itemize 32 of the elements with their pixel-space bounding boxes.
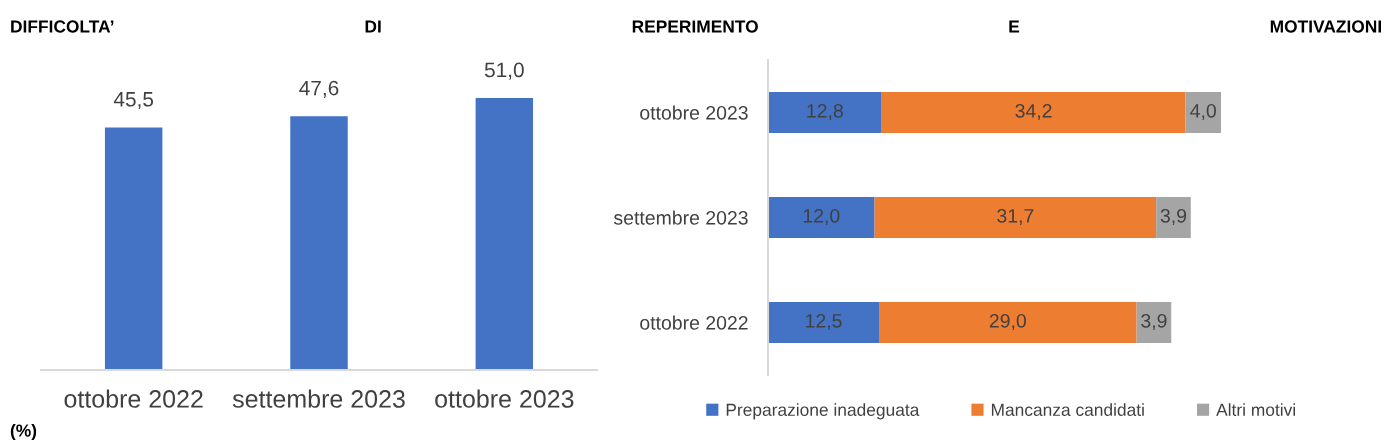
bar bbox=[879, 302, 1137, 343]
legend-label: Preparazione inadeguata bbox=[726, 403, 920, 420]
text: (%) bbox=[10, 423, 37, 441]
bar bbox=[768, 92, 882, 133]
bar bbox=[1156, 197, 1191, 238]
data-label: 29,0 bbox=[989, 313, 1026, 331]
data-label: 3,9 bbox=[1160, 208, 1187, 226]
bar bbox=[1136, 302, 1172, 343]
bar bbox=[881, 92, 1186, 133]
data-label: 51,0 bbox=[484, 62, 524, 80]
data-label: 3,9 bbox=[1141, 313, 1167, 331]
legend-label: Mancanza candidati bbox=[991, 403, 1144, 416]
x-tick-label: ottobre 2023 bbox=[435, 389, 574, 408]
bar bbox=[768, 197, 875, 238]
data-label: 45,5 bbox=[113, 92, 154, 110]
data-label: 47,6 bbox=[299, 80, 339, 98]
x-tick-label: settembre 2023 bbox=[232, 389, 405, 408]
data-label: 34,2 bbox=[1015, 103, 1052, 121]
bar bbox=[1185, 92, 1221, 133]
y-tick-label: ottobre 2022 bbox=[640, 315, 748, 330]
data-label: 12,0 bbox=[803, 208, 840, 226]
chart-title: DIFFICOLTA’ DI REPERIMENTO E MOTIVAZIONI bbox=[11, 20, 1381, 33]
data-label: 31,7 bbox=[997, 208, 1034, 226]
data-label: 12,5 bbox=[806, 313, 842, 331]
y-tick-label: settembre 2023 bbox=[613, 210, 748, 225]
data-label: 4,0 bbox=[1190, 103, 1216, 121]
bar bbox=[874, 197, 1157, 238]
data-label: 12,8 bbox=[807, 103, 843, 121]
x-tick-label: ottobre 2022 bbox=[64, 389, 203, 408]
bar bbox=[768, 302, 880, 343]
legend-label: Altri motivi bbox=[1216, 403, 1295, 416]
y-tick-label: ottobre 2023 bbox=[640, 105, 748, 120]
